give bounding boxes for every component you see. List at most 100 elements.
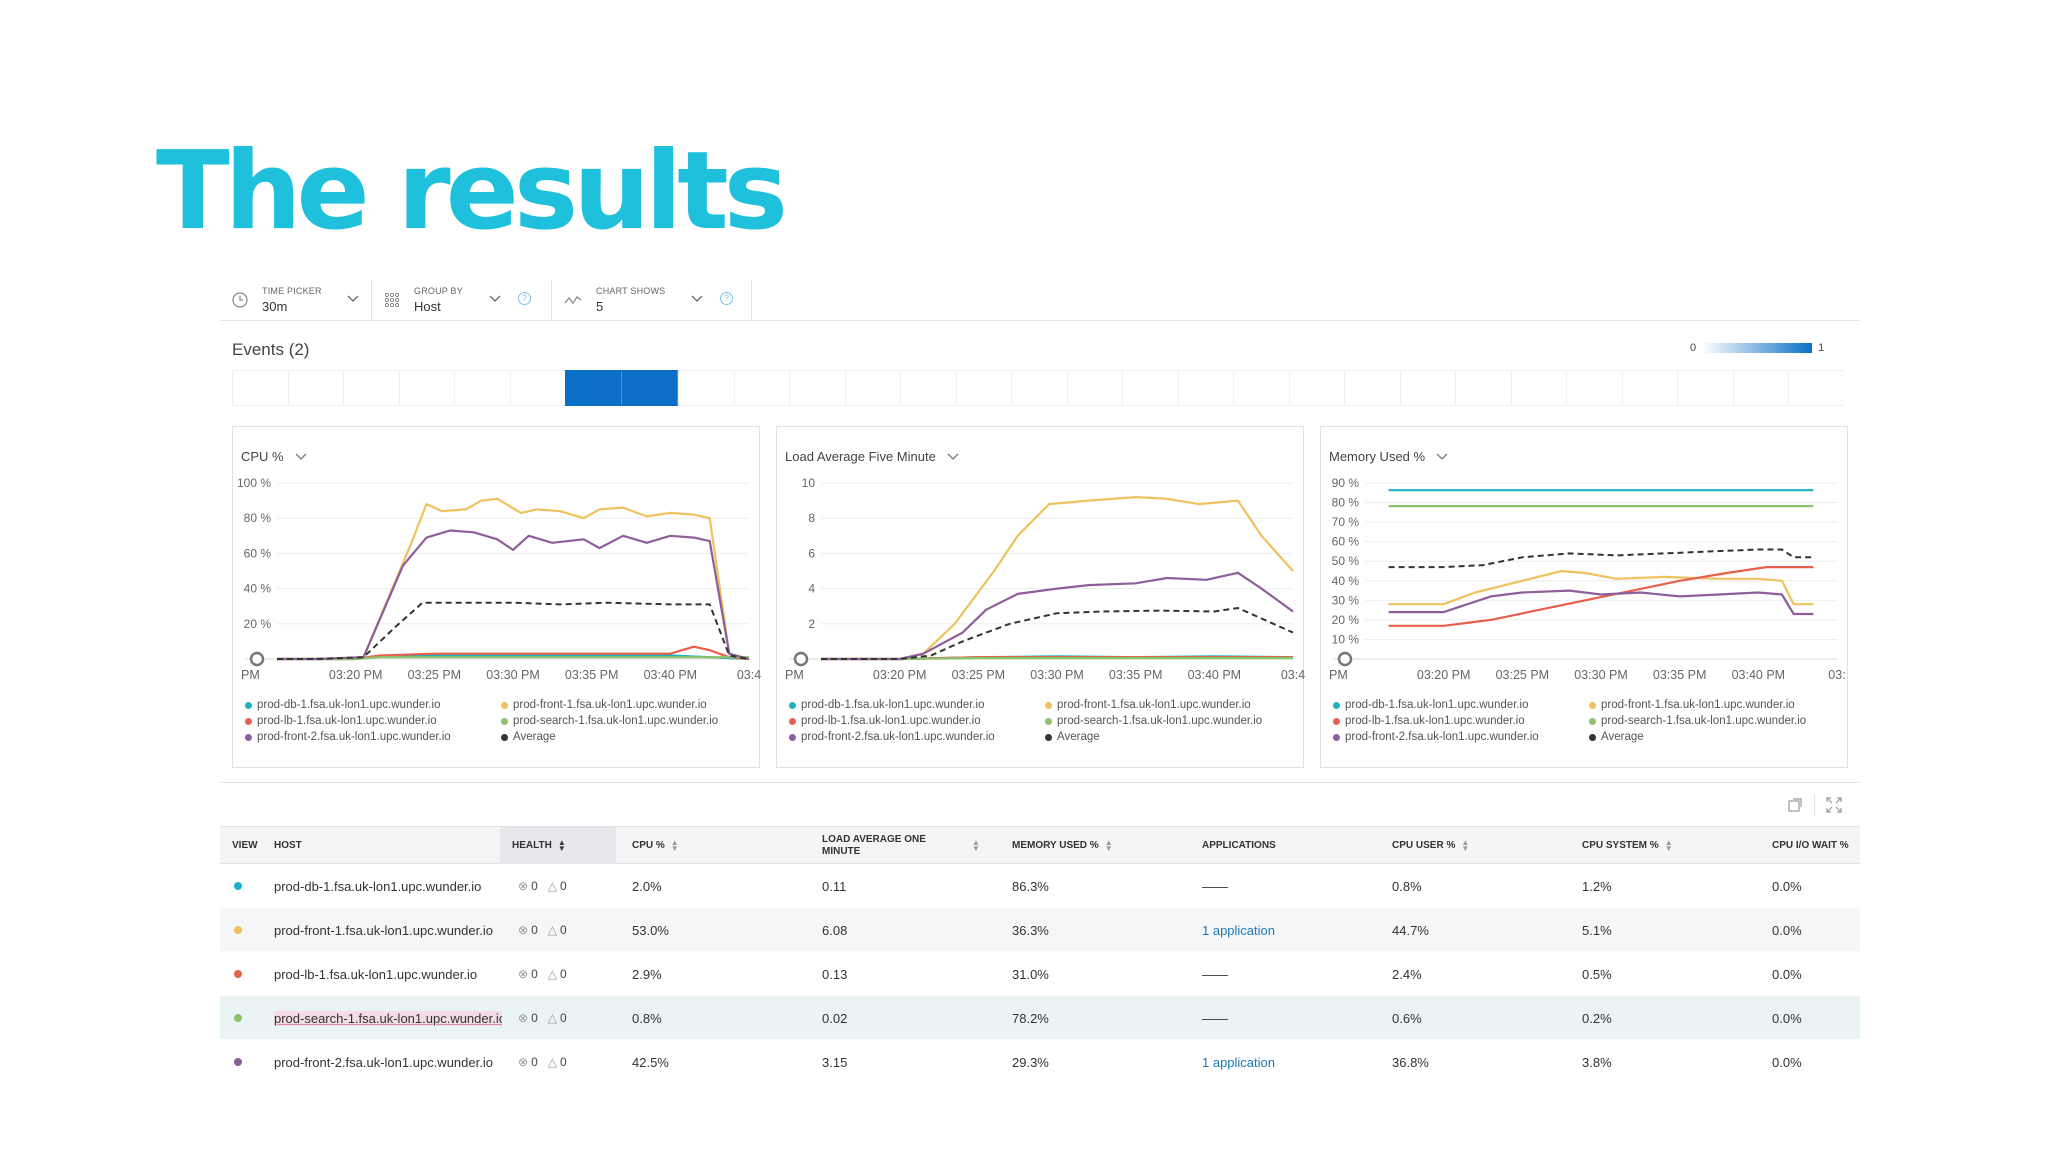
event-bucket[interactable] bbox=[1566, 370, 1622, 406]
export-icon[interactable] bbox=[1786, 796, 1804, 814]
event-bucket[interactable] bbox=[1122, 370, 1178, 406]
event-bucket[interactable] bbox=[287, 370, 344, 406]
series-line-average[interactable] bbox=[277, 601, 750, 660]
cpu-chart[interactable]: 20 % 40 % 60 % 80 % 100 % PM 03:20 PM 03:25 PM 0… bbox=[233, 471, 761, 691]
table-row[interactable]: prod-search-1.fsa.uk-lon1.upc.wunder.io ⊗… bbox=[220, 996, 1860, 1040]
legend-item[interactable]: prod-lb-1.fsa.uk-lon1.upc.wunder.io bbox=[789, 715, 1045, 727]
view-cell[interactable] bbox=[234, 864, 242, 908]
legend-item[interactable]: prod-lb-1.fsa.uk-lon1.upc.wunder.io bbox=[1333, 715, 1589, 727]
event-bucket[interactable] bbox=[565, 370, 622, 406]
event-bucket[interactable] bbox=[1677, 370, 1733, 406]
time-picker[interactable]: TIME PICKER 30m bbox=[220, 280, 372, 320]
chart-shows[interactable]: CHART SHOWS 5 ? bbox=[552, 280, 752, 320]
event-bucket[interactable] bbox=[1011, 370, 1067, 406]
events-timeline[interactable] bbox=[232, 370, 1844, 406]
event-bucket[interactable] bbox=[1288, 370, 1345, 406]
expand-icon[interactable] bbox=[1825, 796, 1843, 814]
event-bucket[interactable] bbox=[1344, 370, 1400, 406]
view-cell[interactable] bbox=[234, 1040, 242, 1084]
event-bucket[interactable] bbox=[1177, 370, 1234, 406]
host-name[interactable]: prod-front-2.fsa.uk-lon1.upc.wunder.io bbox=[274, 1054, 493, 1070]
applications-cell[interactable]: 1 application bbox=[1202, 922, 1275, 938]
col-host[interactable]: HOST bbox=[274, 839, 302, 851]
event-bucket[interactable] bbox=[1621, 370, 1678, 406]
col-cpu-io[interactable]: CPU I/O WAIT % bbox=[1772, 839, 1849, 851]
group-by[interactable]: GROUP BY Host ? bbox=[372, 280, 552, 320]
series-line-prod-front-1[interactable] bbox=[277, 497, 750, 661]
series-line-average[interactable] bbox=[821, 607, 1294, 660]
legend-item[interactable]: Average bbox=[1045, 731, 1293, 743]
legend-item[interactable]: prod-search-1.fsa.uk-lon1.upc.wunder.io bbox=[1589, 715, 1837, 727]
event-bucket[interactable] bbox=[509, 370, 566, 406]
series-line-prod-lb-1[interactable] bbox=[1388, 566, 1814, 627]
host-cell[interactable]: prod-front-1.fsa.uk-lon1.upc.wunder.io bbox=[274, 908, 502, 952]
table-row[interactable]: prod-lb-1.fsa.uk-lon1.upc.wunder.io ⊗ 0 △ 0 2… bbox=[220, 952, 1860, 996]
col-memory[interactable]: MEMORY USED % ▲ ▼ bbox=[1012, 827, 1113, 864]
legend-item[interactable]: prod-front-2.fsa.uk-lon1.upc.wunder.io bbox=[789, 731, 1045, 743]
legend-item[interactable]: Average bbox=[1589, 731, 1837, 743]
event-bucket[interactable] bbox=[454, 370, 510, 406]
scrubber-handle[interactable] bbox=[793, 651, 809, 667]
legend-item[interactable]: prod-front-2.fsa.uk-lon1.upc.wunder.io bbox=[245, 731, 501, 743]
col-cpu-user[interactable]: CPU USER % ▲ ▼ bbox=[1392, 827, 1469, 864]
help-icon[interactable]: ? bbox=[518, 292, 531, 305]
chart-title-load[interactable]: Load Average Five Minute bbox=[785, 449, 960, 464]
series-line-average[interactable] bbox=[1388, 548, 1814, 569]
col-health[interactable]: HEALTH ▲ ▼ bbox=[500, 827, 616, 864]
legend-item[interactable]: prod-front-1.fsa.uk-lon1.upc.wunder.io bbox=[501, 699, 749, 711]
scrubber-handle[interactable] bbox=[249, 651, 265, 667]
help-icon[interactable]: ? bbox=[720, 292, 733, 305]
event-bucket[interactable] bbox=[621, 370, 679, 406]
series-line-prod-front-1[interactable] bbox=[1388, 569, 1814, 606]
event-bucket[interactable] bbox=[232, 370, 288, 406]
event-bucket[interactable] bbox=[398, 370, 455, 406]
series-line-prod-front-2[interactable] bbox=[277, 529, 750, 661]
host-cell[interactable]: prod-front-2.fsa.uk-lon1.upc.wunder.io bbox=[274, 1040, 502, 1084]
host-name[interactable]: prod-search-1.fsa.uk-lon1.upc.wunder.io bbox=[274, 1010, 502, 1026]
legend-item[interactable]: Average bbox=[501, 731, 749, 743]
event-bucket[interactable] bbox=[1066, 370, 1123, 406]
chart-title-memory[interactable]: Memory Used % bbox=[1329, 449, 1449, 464]
series-line-prod-lb-1[interactable] bbox=[277, 645, 750, 661]
series-line-prod-front-2[interactable] bbox=[821, 571, 1294, 661]
legend-item[interactable]: prod-db-1.fsa.uk-lon1.upc.wunder.io bbox=[789, 699, 1045, 711]
event-bucket[interactable] bbox=[1455, 370, 1511, 406]
table-row[interactable]: prod-db-1.fsa.uk-lon1.upc.wunder.io ⊗ 0 △ 0 2… bbox=[220, 864, 1860, 908]
load-chart[interactable]: 2 4 6 8 10 PM 03:20 PM 03:25 PM 03:30 PM 03:35 PM… bbox=[777, 471, 1305, 691]
series-line-prod-front-1[interactable] bbox=[821, 496, 1294, 661]
event-bucket[interactable] bbox=[900, 370, 956, 406]
host-cell[interactable]: prod-search-1.fsa.uk-lon1.upc.wunder.io bbox=[274, 996, 502, 1040]
view-cell[interactable] bbox=[234, 908, 242, 952]
legend-item[interactable]: prod-front-2.fsa.uk-lon1.upc.wunder.io bbox=[1333, 731, 1589, 743]
host-cell[interactable]: prod-lb-1.fsa.uk-lon1.upc.wunder.io bbox=[274, 952, 502, 996]
host-name[interactable]: prod-lb-1.fsa.uk-lon1.upc.wunder.io bbox=[274, 966, 478, 982]
col-cpu-system[interactable]: CPU SYSTEM % ▲ ▼ bbox=[1582, 827, 1673, 864]
col-load[interactable]: LOAD AVERAGE ONE MINUTE ▲ ▼ bbox=[822, 827, 994, 864]
host-name[interactable]: prod-db-1.fsa.uk-lon1.upc.wunder.io bbox=[274, 878, 482, 894]
table-row[interactable]: prod-front-1.fsa.uk-lon1.upc.wunder.io ⊗ 0… bbox=[220, 908, 1860, 952]
legend-item[interactable]: prod-db-1.fsa.uk-lon1.upc.wunder.io bbox=[1333, 699, 1589, 711]
scrubber-handle[interactable] bbox=[1337, 651, 1353, 667]
legend-item[interactable]: prod-db-1.fsa.uk-lon1.upc.wunder.io bbox=[245, 699, 501, 711]
applications-cell[interactable]: 1 application bbox=[1202, 1054, 1275, 1070]
event-bucket[interactable] bbox=[955, 370, 1012, 406]
event-bucket[interactable] bbox=[1732, 370, 1789, 406]
event-bucket[interactable] bbox=[789, 370, 845, 406]
legend-item[interactable]: prod-front-1.fsa.uk-lon1.upc.wunder.io bbox=[1045, 699, 1293, 711]
col-cpu[interactable]: CPU % ▲ ▼ bbox=[632, 827, 679, 864]
table-row[interactable]: prod-front-2.fsa.uk-lon1.upc.wunder.io ⊗ 0… bbox=[220, 1040, 1860, 1084]
event-bucket[interactable] bbox=[1399, 370, 1456, 406]
chart-title-cpu[interactable]: CPU % bbox=[241, 449, 308, 464]
event-bucket[interactable] bbox=[343, 370, 399, 406]
view-cell[interactable] bbox=[234, 952, 242, 996]
event-bucket[interactable] bbox=[1233, 370, 1289, 406]
event-bucket[interactable] bbox=[1510, 370, 1567, 406]
view-cell[interactable] bbox=[234, 996, 242, 1040]
legend-item[interactable]: prod-lb-1.fsa.uk-lon1.upc.wunder.io bbox=[245, 715, 501, 727]
event-bucket[interactable] bbox=[1788, 370, 1844, 406]
legend-item[interactable]: prod-search-1.fsa.uk-lon1.upc.wunder.io bbox=[1045, 715, 1293, 727]
legend-item[interactable]: prod-front-1.fsa.uk-lon1.upc.wunder.io bbox=[1589, 699, 1837, 711]
legend-item[interactable]: prod-search-1.fsa.uk-lon1.upc.wunder.io bbox=[501, 715, 749, 727]
host-name[interactable]: prod-front-1.fsa.uk-lon1.upc.wunder.io bbox=[274, 922, 493, 938]
host-cell[interactable]: prod-db-1.fsa.uk-lon1.upc.wunder.io bbox=[274, 864, 502, 908]
